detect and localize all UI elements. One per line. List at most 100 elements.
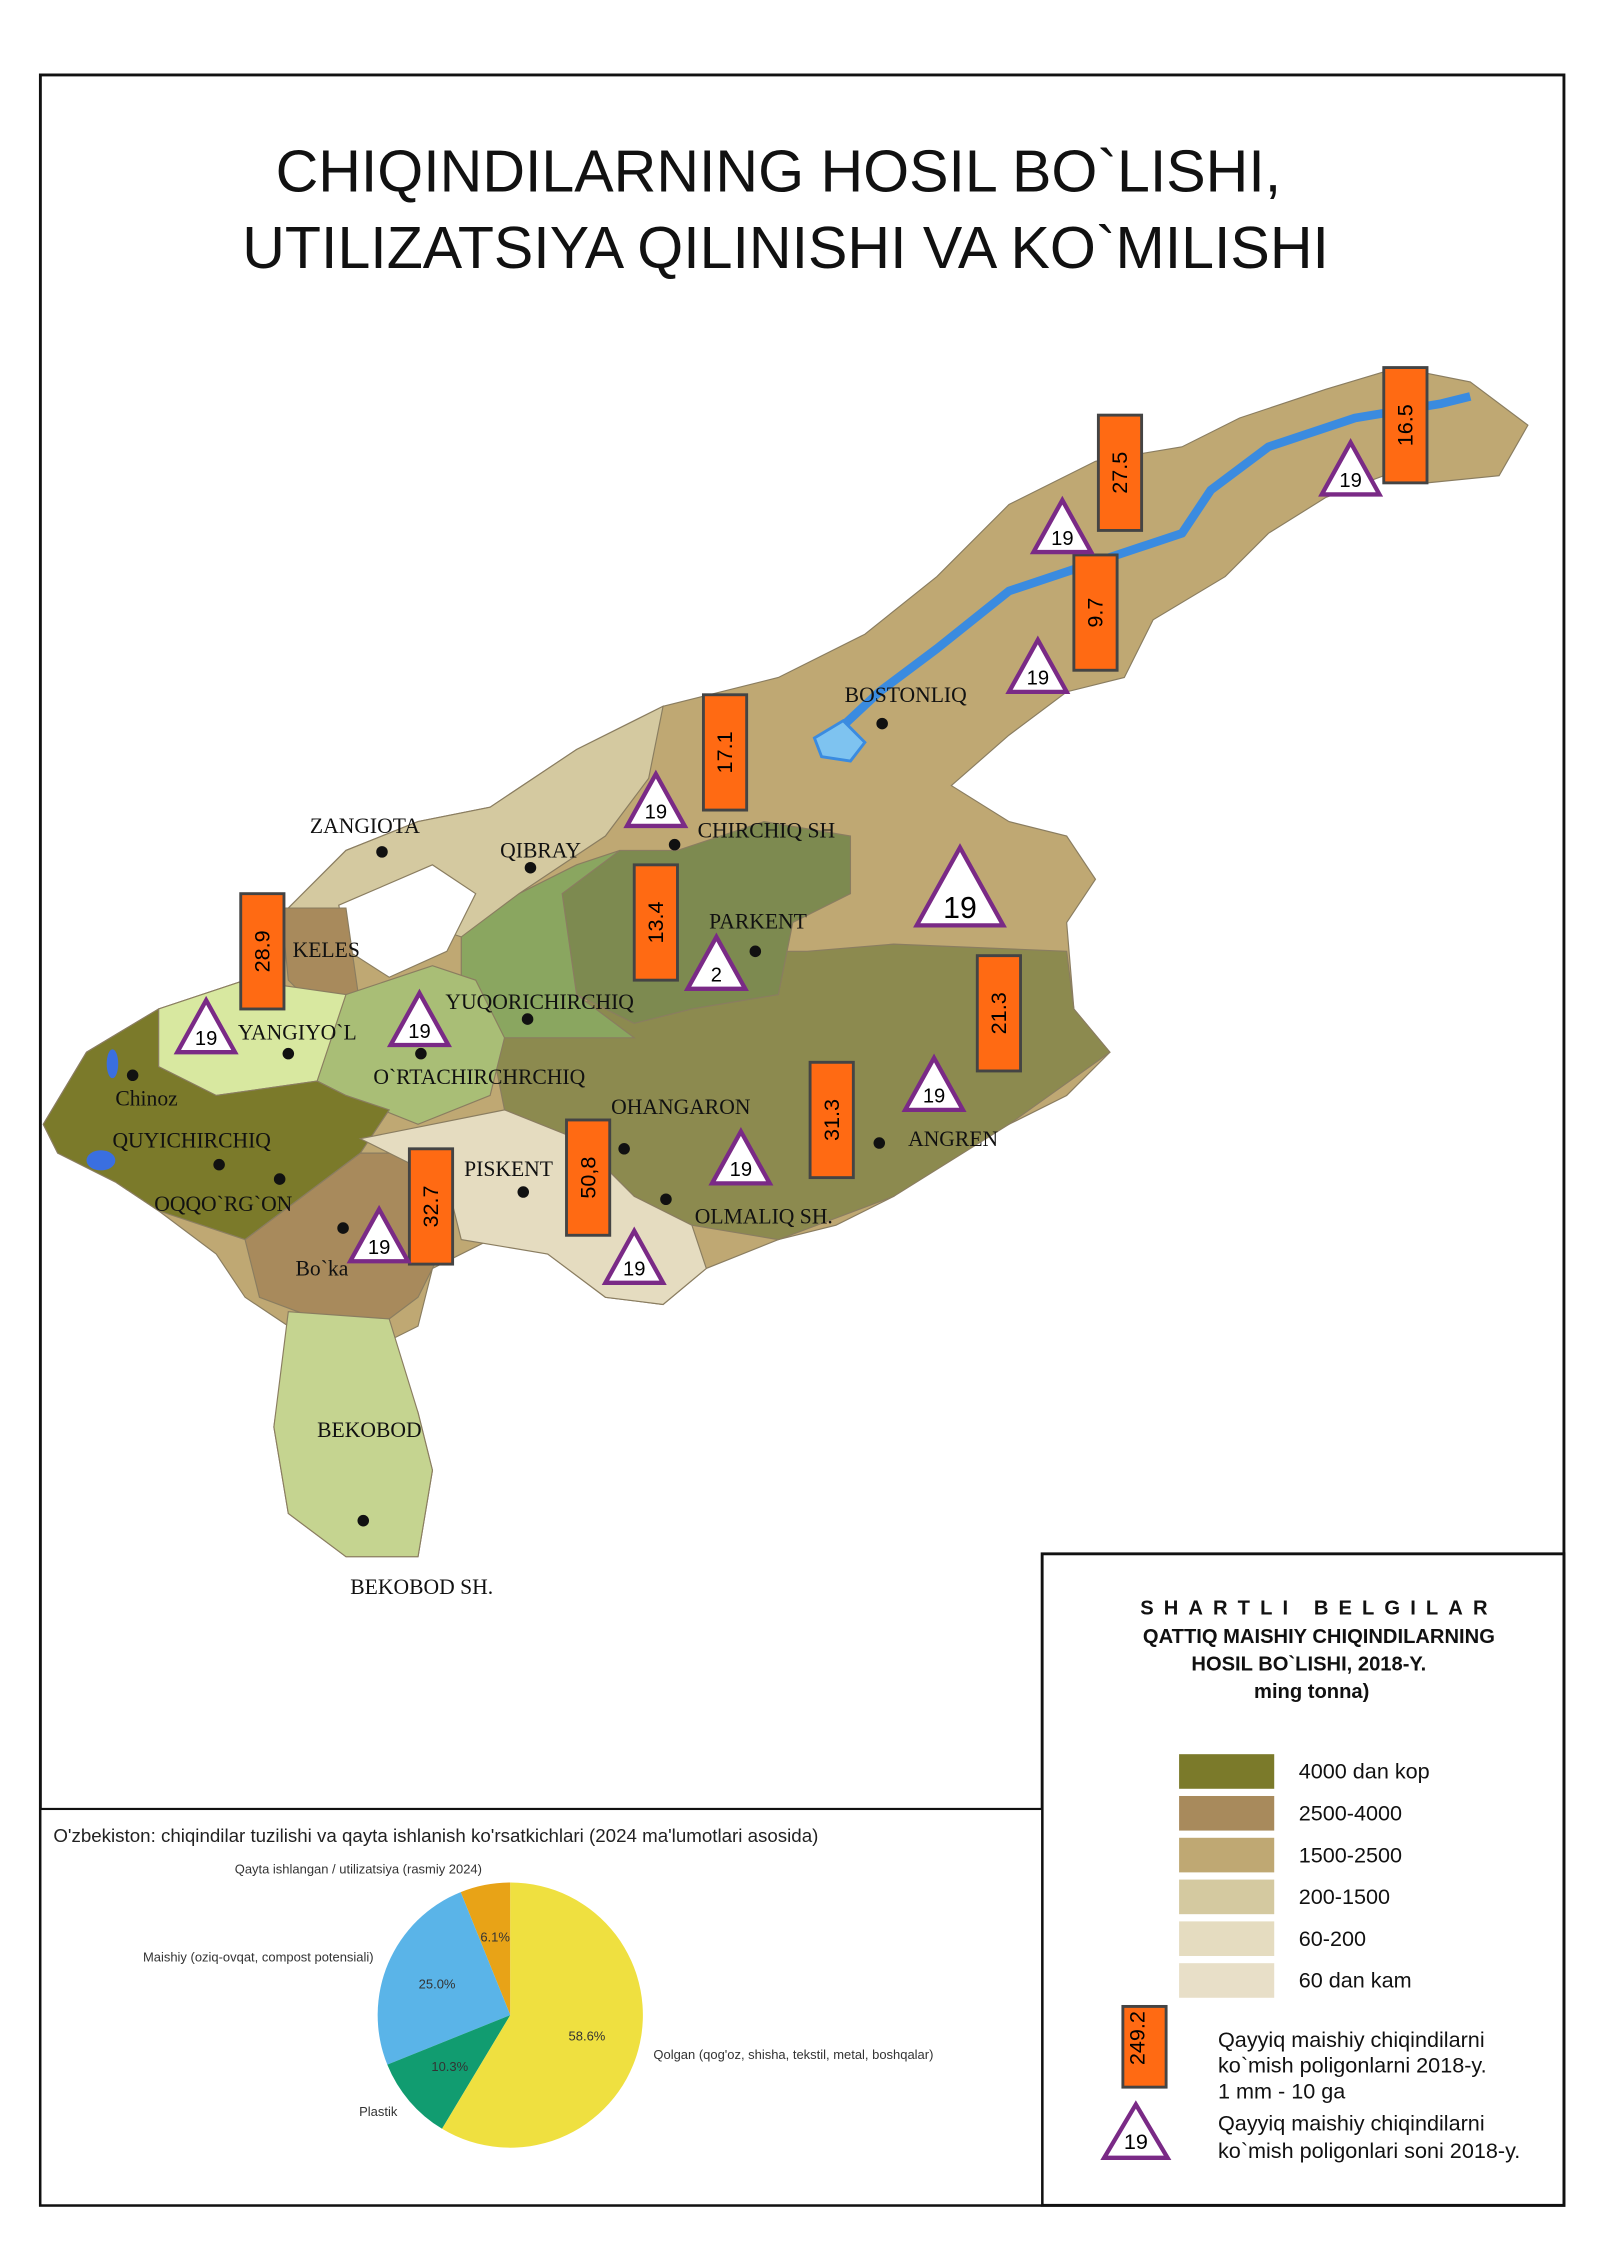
quantity-box xyxy=(407,1147,455,1266)
legend-box-symbol xyxy=(1121,2004,1168,2089)
place-dot xyxy=(357,1514,370,1527)
place-label: PARKENT xyxy=(709,909,807,933)
place-label: BEKOBOD SH. xyxy=(350,1575,493,1599)
place-dot xyxy=(749,945,762,958)
landfill-triangle xyxy=(346,1204,412,1264)
quantity-box xyxy=(808,1060,855,1180)
place-label: BEKOBOD xyxy=(317,1418,421,1442)
place-label: YANGIYO`L xyxy=(238,1020,357,1044)
title-line: UTILIZATSIYA QILINISHI VA KO`MILISHI xyxy=(242,215,1329,281)
place-dot xyxy=(273,1173,286,1185)
pie-slice xyxy=(387,2015,511,2129)
place-label: ANGREN xyxy=(908,1127,998,1151)
region xyxy=(244,1152,448,1320)
landfill-triangle xyxy=(1005,635,1071,695)
legend-text: ko`mish poligonlari soni 2018-y. xyxy=(1218,2138,1520,2163)
chart-title: O'zbekiston: chiqindilar tuzilishi va qa… xyxy=(53,1825,818,1846)
legend-triangle-value: 19 xyxy=(1124,2129,1148,2154)
region xyxy=(42,1007,391,1241)
quantity-box xyxy=(1096,413,1144,532)
legend-box xyxy=(1040,1552,1566,2207)
place-dot xyxy=(213,1158,225,1171)
landfill-count: 19 xyxy=(923,1086,945,1108)
quantity-box xyxy=(1072,553,1119,672)
legend-swatch xyxy=(1179,1963,1275,1998)
place-dot xyxy=(618,1143,630,1155)
pie-slice xyxy=(377,1892,511,2065)
quantity-value: 31.3 xyxy=(819,1099,844,1141)
place-dot xyxy=(415,1047,427,1060)
legend-items: 4000 dan kop 2500-4000 1500-2500 200-1500 60… xyxy=(1179,1754,1430,1998)
landfill-triangle xyxy=(1318,438,1384,497)
place-label: BOSTONLIQ xyxy=(845,683,967,707)
legend-subtitle: QATTIQ MAISHIY CHIQINDILARNING xyxy=(1143,1626,1495,1648)
legend-swatch xyxy=(1179,1754,1275,1789)
legend-swatch xyxy=(1179,1879,1275,1915)
legend-label: 1500-2500 xyxy=(1299,1842,1402,1867)
place-label: PISKENT xyxy=(464,1157,553,1181)
legend-label: 60-200 xyxy=(1299,1926,1366,1951)
landfill-count: 19 xyxy=(408,1021,430,1043)
legend-subtitle: HOSIL BO`LISHI, 2018-Y. xyxy=(1191,1654,1426,1676)
legend-text: Qayyiq maishiy chiqindilarni xyxy=(1218,2027,1485,2052)
legend-triangle xyxy=(1100,2100,1172,2160)
quantity-value: 28.9 xyxy=(250,930,275,972)
landfill-count: 19 xyxy=(195,1028,217,1050)
landfill-count: 19 xyxy=(1339,470,1361,492)
pie-label: Plastik xyxy=(359,2104,398,2119)
landfill-count: 19 xyxy=(645,802,667,824)
pie-percent: 25.0% xyxy=(419,1976,456,1991)
legend-title: SHARTLI BELGILAR xyxy=(1140,1597,1497,1619)
landfill-triangle xyxy=(386,988,452,1048)
landfill-count: 19 xyxy=(368,1237,390,1259)
landfill-count: 2 xyxy=(711,965,722,987)
place-dot xyxy=(668,838,681,851)
place-dot xyxy=(126,1069,139,1082)
legend-label: 2500-4000 xyxy=(1299,1800,1402,1825)
place-label: O`RTACHIRCHRCHIQ xyxy=(373,1065,585,1089)
quantity-value: 21.3 xyxy=(986,992,1011,1034)
quantity-box xyxy=(975,954,1022,1073)
place-label: ZANGIOTA xyxy=(310,814,420,838)
legend-swatch xyxy=(1179,1795,1275,1831)
title-line: CHIQINDILARNING HOSIL BO`LISHI, xyxy=(276,139,1282,205)
pie: 6.1% Qayta ishlangan / utilizatsiya (rasm… xyxy=(143,1862,933,2148)
legend-swatch xyxy=(1179,1921,1275,1956)
landfill-count: 19 xyxy=(1027,668,1049,690)
place-label: OHANGARON xyxy=(611,1095,751,1119)
quantity-value: 9.7 xyxy=(1083,598,1108,628)
landfill-triangle xyxy=(683,932,749,991)
legend-box-value: 249.2 xyxy=(1124,2011,1149,2065)
legend-label: 60 dan kam xyxy=(1299,1968,1412,1993)
pie-percent: 6.1% xyxy=(480,1929,510,1944)
place-label: KELES xyxy=(293,938,360,962)
landfill-triangle xyxy=(708,1127,774,1186)
place-dot xyxy=(524,861,537,874)
place-dot xyxy=(873,1137,886,1149)
quantity-box xyxy=(632,863,679,982)
legend-subtitle: ming tonna) xyxy=(1254,1681,1369,1703)
pie-percent: 58.6% xyxy=(569,2029,606,2044)
pie-slice xyxy=(442,1882,643,2148)
landfill-triangle xyxy=(601,1226,667,1286)
reservoir xyxy=(812,718,867,763)
places: ZANGIOTA QIBRAY CHIRCHIQ SH BOSTONLIQ PARKEN… xyxy=(112,683,998,1599)
quantity-value: 27.5 xyxy=(1107,452,1132,494)
place-dot xyxy=(660,1193,672,1206)
legend-text: 1 mm - 10 ga xyxy=(1218,2079,1346,2104)
place-label: YUQORICHIRCHIQ xyxy=(445,990,634,1014)
place-dot xyxy=(376,846,388,858)
region xyxy=(273,1311,434,1558)
place-label: Bo`ka xyxy=(296,1257,349,1281)
quantity-box xyxy=(565,1118,612,1237)
place-label: OLMALIQ SH. xyxy=(695,1205,833,1229)
quantity-value: 17.1 xyxy=(712,731,737,773)
quantity-value: 50,8 xyxy=(575,1157,600,1199)
landfill-count: 19 xyxy=(623,1259,645,1281)
place-dot xyxy=(521,1013,534,1025)
quantity-box xyxy=(701,693,749,812)
legend-swatch xyxy=(1179,1837,1275,1873)
pie-slice xyxy=(460,1882,511,2016)
legend-text: ko`mish poligonlarni 2018-y. xyxy=(1218,2053,1487,2078)
